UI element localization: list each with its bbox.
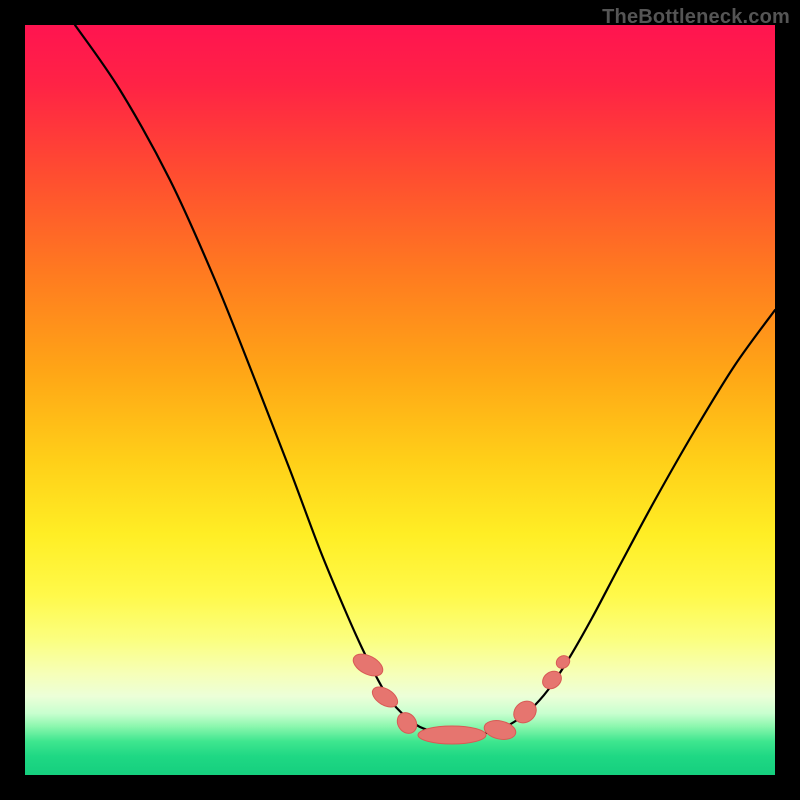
chart-stage: TheBottleneck.com xyxy=(0,0,800,800)
gradient-background xyxy=(25,25,775,775)
bottleneck-chart xyxy=(0,0,800,800)
marker-3 xyxy=(418,726,486,744)
